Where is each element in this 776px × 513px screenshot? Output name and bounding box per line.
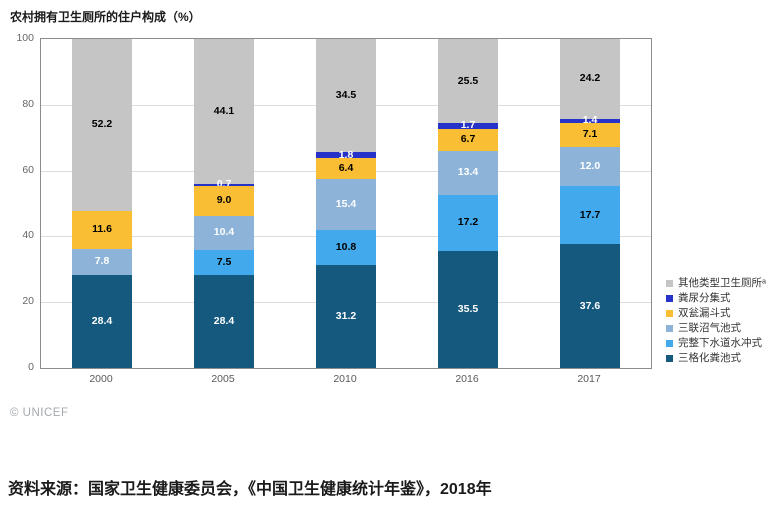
bar-segment: 13.4 (438, 150, 498, 195)
stacked-bar-2010: 31.2 10.8 15.4 6.4 1.8 34.5 (316, 38, 376, 368)
bar-segment: 28.4 (194, 274, 254, 368)
x-axis-label: 2000 (89, 373, 113, 385)
legend-swatch (666, 325, 673, 332)
bar-segment: 17.2 (438, 194, 498, 252)
legend-item: 三格化粪池式 (666, 351, 766, 366)
bar-segment: 35.5 (438, 251, 498, 368)
chart-legend: 其他类型卫生厕所ᵃ 粪尿分集式双瓮漏斗式三联沼气池式完整下水道水冲式 三格化粪池式 (666, 276, 766, 366)
y-tick-label: 20 (22, 295, 34, 308)
bar-segment: 25.5 (438, 39, 498, 123)
segment-value-label: 7.5 (216, 255, 232, 268)
legend-swatch (666, 355, 673, 362)
segment-value-label: 7.1 (582, 128, 598, 141)
bar-segment: 7.1 (560, 123, 620, 147)
legend-label: 其他类型卫生厕所ᵃ (678, 277, 766, 289)
segment-value-label: 0.7 (216, 178, 232, 191)
stacked-bar-2017: 37.6 17.7 12.0 7.1 1.4 24.2 (560, 39, 620, 368)
bar-segment: 7.5 (194, 249, 254, 275)
bar-segment: 10.4 (194, 215, 254, 250)
bar-segment: 1.8 (316, 148, 376, 161)
segment-value-label: 34.5 (335, 88, 357, 101)
y-tick-label: 40 (22, 229, 34, 242)
segment-value-label: 7.8 (94, 255, 110, 268)
segment-value-label: 44.1 (213, 104, 235, 117)
segment-value-label: 12.0 (579, 159, 601, 172)
legend-label: 三格化粪池式 (678, 352, 741, 364)
segment-value-label: 25.5 (457, 74, 479, 87)
segment-value-label: 35.5 (457, 303, 479, 316)
segment-value-label: 1.8 (338, 148, 354, 161)
bar-segment: 28.4 (72, 274, 132, 368)
chart-title: 农村拥有卫生厕所的住户构成（%） (10, 10, 201, 24)
segment-value-label: 6.4 (338, 162, 354, 175)
plot-area: 28.4 7.8 11.6 52.2 28.4 7.5 10.4 9.0 0.7 44.1 31.2… (40, 38, 652, 369)
y-tick-label: 0 (28, 361, 34, 373)
segment-value-label: 10.8 (335, 241, 357, 254)
bar-segment: 52.2 (72, 39, 132, 211)
segment-value-label: 37.6 (579, 299, 601, 312)
bar-segment: 1.4 (560, 115, 620, 126)
x-axis-label: 2016 (455, 373, 479, 385)
stacked-bar-2005: 28.4 7.5 10.4 9.0 0.7 44.1 (194, 38, 254, 368)
legend-item: 粪尿分集式 (666, 291, 766, 306)
bar-segment: 12.0 (560, 146, 620, 187)
bar-segment: 1.7 (438, 119, 498, 132)
segment-value-label: 11.6 (92, 223, 112, 236)
segment-value-label: 52.2 (91, 118, 113, 131)
bar-segment: 9.0 (194, 186, 254, 216)
segment-value-label: 17.7 (579, 208, 601, 221)
legend-label: 双瓮漏斗式 (678, 307, 731, 319)
y-tick-label: 60 (22, 163, 34, 176)
legend-swatch (666, 310, 673, 317)
legend-item: 其他类型卫生厕所ᵃ (666, 276, 766, 291)
segment-value-label: 17.2 (457, 216, 479, 229)
bar-segment: 0.7 (194, 179, 254, 190)
x-axis-label: 2017 (577, 373, 601, 385)
x-axis-label: 2010 (333, 373, 357, 385)
source-note: 资料来源：国家卫生健康委员会，《中国卫生健康统计年鉴》，2018年 (8, 481, 492, 498)
bar-segment: 37.6 (560, 244, 620, 368)
legend-swatch (666, 295, 673, 302)
segment-value-label: 28.4 (213, 314, 235, 327)
legend-label: 三联沼气池式 (678, 322, 741, 334)
segment-value-label: 1.7 (460, 119, 476, 132)
segment-value-label: 9.0 (216, 194, 232, 207)
bar-segment: 6.4 (316, 158, 376, 180)
stacked-bar-2000: 28.4 7.8 11.6 52.2 (72, 39, 132, 368)
legend-label: 粪尿分集式 (678, 292, 731, 304)
bar-segment: 17.7 (560, 186, 620, 245)
segment-value-label: 13.4 (457, 166, 479, 179)
legend-item: 完整下水道水冲式 (666, 336, 766, 351)
y-tick-label: 80 (22, 97, 34, 110)
legend-swatch (666, 340, 673, 347)
bar-segment: 10.8 (316, 229, 376, 266)
segment-value-label: 24.2 (579, 72, 601, 85)
segment-value-label: 1.4 (582, 114, 598, 127)
legend-item: 双瓮漏斗式 (666, 306, 766, 321)
bar-segment: 44.1 (194, 38, 254, 184)
bar-segment: 6.7 (438, 128, 498, 151)
bar-segment: 24.2 (560, 39, 620, 119)
segment-value-label: 6.7 (460, 133, 476, 146)
segment-value-label: 28.4 (91, 314, 113, 327)
legend-swatch (666, 280, 673, 287)
legend-label: 完整下水道水冲式 (678, 337, 762, 349)
stacked-bar-2016: 35.5 17.2 13.4 6.7 1.7 25.5 (438, 39, 498, 368)
bar-segment: 7.8 (72, 248, 132, 275)
bar-segment: 11.6 (72, 210, 132, 249)
segment-value-label: 15.4 (335, 198, 357, 210)
bar-segment: 31.2 (316, 265, 376, 368)
bar-segment: 15.4 (316, 179, 376, 230)
segment-value-label: 31.2 (335, 310, 357, 323)
unicef-credit: © UNICEF (10, 407, 69, 419)
x-axis-label: 2005 (211, 373, 235, 385)
bar-segment: 34.5 (316, 38, 376, 153)
y-tick-label: 100 (16, 32, 34, 44)
segment-value-label: 10.4 (213, 226, 235, 239)
legend-item: 三联沼气池式 (666, 321, 766, 336)
